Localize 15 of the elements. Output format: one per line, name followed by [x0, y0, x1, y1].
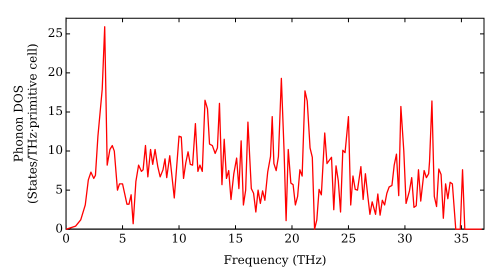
y-axis-title: Phonon DOS (States/THz·primitive cell) — [11, 43, 40, 204]
x-tick-label: 25 — [340, 232, 356, 246]
x-tick-label: 20 — [284, 232, 300, 246]
y-tick-label: 10 — [48, 143, 64, 158]
x-tick-label: 10 — [171, 232, 187, 246]
y-tick-label: 5 — [55, 182, 64, 196]
x-axis-title: Frequency (THz) — [224, 252, 326, 267]
y-tick-label: 20 — [48, 65, 64, 80]
y-tick-label: 15 — [48, 104, 64, 118]
x-tick-label: 35 — [454, 232, 470, 246]
x-tick-label: 5 — [118, 232, 126, 246]
y-tick-label: 0 — [55, 221, 64, 236]
x-tick-label: 30 — [397, 232, 413, 246]
x-tick-label: 15 — [228, 232, 244, 246]
y-tick-label: 25 — [48, 26, 64, 40]
